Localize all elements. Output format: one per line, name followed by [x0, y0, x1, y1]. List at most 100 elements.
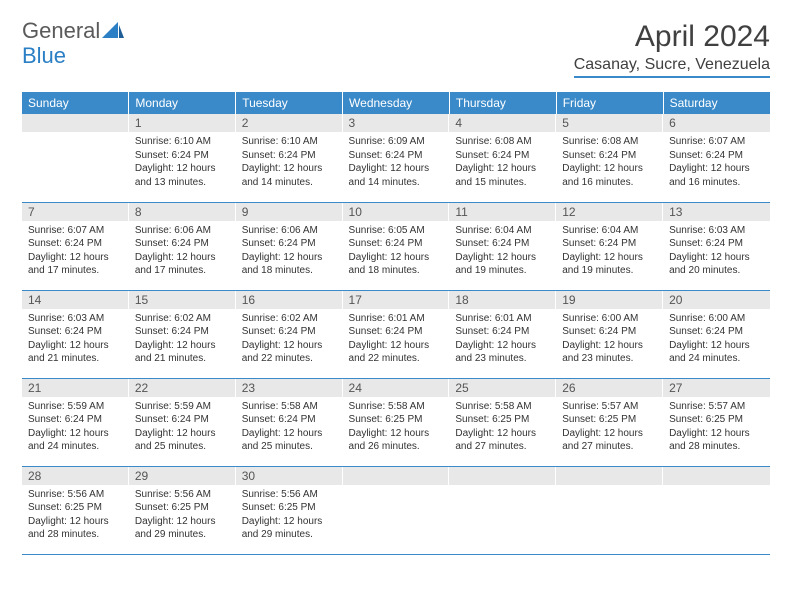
day-number: 17	[343, 291, 450, 309]
calendar-cell: 28Sunrise: 5:56 AMSunset: 6:25 PMDayligh…	[22, 466, 129, 554]
day-details: Sunrise: 5:57 AMSunset: 6:25 PMDaylight:…	[663, 397, 770, 458]
day-number: 23	[236, 379, 343, 397]
day-details: Sunrise: 6:02 AMSunset: 6:24 PMDaylight:…	[129, 309, 236, 370]
day-details: Sunrise: 6:07 AMSunset: 6:24 PMDaylight:…	[663, 132, 770, 193]
calendar-cell: 19Sunrise: 6:00 AMSunset: 6:24 PMDayligh…	[556, 290, 663, 378]
calendar-table: SundayMondayTuesdayWednesdayThursdayFrid…	[22, 92, 770, 555]
title-block: April 2024 Casanay, Sucre, Venezuela	[574, 20, 770, 78]
calendar-cell: 2Sunrise: 6:10 AMSunset: 6:24 PMDaylight…	[236, 114, 343, 202]
calendar-cell	[343, 466, 450, 554]
calendar-cell: 18Sunrise: 6:01 AMSunset: 6:24 PMDayligh…	[449, 290, 556, 378]
day-number: 4	[449, 114, 556, 132]
weekday-header: Sunday	[22, 92, 129, 114]
day-number: 28	[22, 467, 129, 485]
day-number: 18	[449, 291, 556, 309]
day-details: Sunrise: 6:08 AMSunset: 6:24 PMDaylight:…	[449, 132, 556, 193]
month-title: April 2024	[574, 20, 770, 54]
weekday-header: Monday	[129, 92, 236, 114]
weekday-header: Wednesday	[343, 92, 450, 114]
day-number: 6	[663, 114, 770, 132]
calendar-cell: 17Sunrise: 6:01 AMSunset: 6:24 PMDayligh…	[343, 290, 450, 378]
day-details	[663, 485, 770, 492]
day-details: Sunrise: 5:58 AMSunset: 6:25 PMDaylight:…	[449, 397, 556, 458]
day-number: 3	[343, 114, 450, 132]
calendar-cell: 8Sunrise: 6:06 AMSunset: 6:24 PMDaylight…	[129, 202, 236, 290]
day-number: 11	[449, 203, 556, 221]
calendar-cell: 23Sunrise: 5:58 AMSunset: 6:24 PMDayligh…	[236, 378, 343, 466]
weekday-header: Tuesday	[236, 92, 343, 114]
calendar-cell	[556, 466, 663, 554]
day-number: 7	[22, 203, 129, 221]
calendar-cell: 24Sunrise: 5:58 AMSunset: 6:25 PMDayligh…	[343, 378, 450, 466]
calendar-cell	[449, 466, 556, 554]
day-number: 20	[663, 291, 770, 309]
day-number: 5	[556, 114, 663, 132]
day-number	[556, 467, 663, 485]
day-number: 16	[236, 291, 343, 309]
day-number: 24	[343, 379, 450, 397]
calendar-row: 1Sunrise: 6:10 AMSunset: 6:24 PMDaylight…	[22, 114, 770, 202]
day-details: Sunrise: 6:00 AMSunset: 6:24 PMDaylight:…	[663, 309, 770, 370]
day-number: 19	[556, 291, 663, 309]
day-details: Sunrise: 5:59 AMSunset: 6:24 PMDaylight:…	[22, 397, 129, 458]
day-details: Sunrise: 6:10 AMSunset: 6:24 PMDaylight:…	[236, 132, 343, 193]
logo-word1: General	[22, 18, 100, 43]
calendar-cell: 6Sunrise: 6:07 AMSunset: 6:24 PMDaylight…	[663, 114, 770, 202]
day-details: Sunrise: 6:07 AMSunset: 6:24 PMDaylight:…	[22, 221, 129, 282]
day-details	[22, 132, 129, 139]
day-number: 10	[343, 203, 450, 221]
day-details: Sunrise: 6:04 AMSunset: 6:24 PMDaylight:…	[556, 221, 663, 282]
calendar-cell: 5Sunrise: 6:08 AMSunset: 6:24 PMDaylight…	[556, 114, 663, 202]
logo-sail-icon	[102, 22, 124, 45]
day-details: Sunrise: 6:10 AMSunset: 6:24 PMDaylight:…	[129, 132, 236, 193]
day-details: Sunrise: 5:59 AMSunset: 6:24 PMDaylight:…	[129, 397, 236, 458]
day-number: 29	[129, 467, 236, 485]
location: Casanay, Sucre, Venezuela	[574, 56, 770, 78]
weekday-header: Friday	[556, 92, 663, 114]
calendar-cell: 14Sunrise: 6:03 AMSunset: 6:24 PMDayligh…	[22, 290, 129, 378]
calendar-row: 28Sunrise: 5:56 AMSunset: 6:25 PMDayligh…	[22, 466, 770, 554]
calendar-cell: 7Sunrise: 6:07 AMSunset: 6:24 PMDaylight…	[22, 202, 129, 290]
day-details: Sunrise: 6:01 AMSunset: 6:24 PMDaylight:…	[343, 309, 450, 370]
calendar-cell: 13Sunrise: 6:03 AMSunset: 6:24 PMDayligh…	[663, 202, 770, 290]
calendar-cell: 20Sunrise: 6:00 AMSunset: 6:24 PMDayligh…	[663, 290, 770, 378]
day-number	[449, 467, 556, 485]
day-number: 8	[129, 203, 236, 221]
calendar-row: 21Sunrise: 5:59 AMSunset: 6:24 PMDayligh…	[22, 378, 770, 466]
day-number: 14	[22, 291, 129, 309]
calendar-cell	[22, 114, 129, 202]
calendar-cell: 11Sunrise: 6:04 AMSunset: 6:24 PMDayligh…	[449, 202, 556, 290]
calendar-row: 7Sunrise: 6:07 AMSunset: 6:24 PMDaylight…	[22, 202, 770, 290]
day-number: 22	[129, 379, 236, 397]
day-details: Sunrise: 5:56 AMSunset: 6:25 PMDaylight:…	[129, 485, 236, 546]
calendar-body: 1Sunrise: 6:10 AMSunset: 6:24 PMDaylight…	[22, 114, 770, 554]
day-details	[556, 485, 663, 492]
day-details: Sunrise: 6:04 AMSunset: 6:24 PMDaylight:…	[449, 221, 556, 282]
calendar-cell: 30Sunrise: 5:56 AMSunset: 6:25 PMDayligh…	[236, 466, 343, 554]
day-details: Sunrise: 6:03 AMSunset: 6:24 PMDaylight:…	[22, 309, 129, 370]
calendar-cell: 9Sunrise: 6:06 AMSunset: 6:24 PMDaylight…	[236, 202, 343, 290]
day-details	[343, 485, 450, 492]
calendar-cell: 16Sunrise: 6:02 AMSunset: 6:24 PMDayligh…	[236, 290, 343, 378]
calendar-cell: 15Sunrise: 6:02 AMSunset: 6:24 PMDayligh…	[129, 290, 236, 378]
weekday-header-row: SundayMondayTuesdayWednesdayThursdayFrid…	[22, 92, 770, 114]
day-number: 25	[449, 379, 556, 397]
calendar-row: 14Sunrise: 6:03 AMSunset: 6:24 PMDayligh…	[22, 290, 770, 378]
day-details: Sunrise: 6:08 AMSunset: 6:24 PMDaylight:…	[556, 132, 663, 193]
calendar-cell: 22Sunrise: 5:59 AMSunset: 6:24 PMDayligh…	[129, 378, 236, 466]
calendar-cell: 3Sunrise: 6:09 AMSunset: 6:24 PMDaylight…	[343, 114, 450, 202]
day-number	[22, 114, 129, 132]
calendar-cell: 21Sunrise: 5:59 AMSunset: 6:24 PMDayligh…	[22, 378, 129, 466]
day-details: Sunrise: 5:58 AMSunset: 6:25 PMDaylight:…	[343, 397, 450, 458]
header: General Blue April 2024 Casanay, Sucre, …	[22, 20, 770, 78]
day-number: 21	[22, 379, 129, 397]
day-details: Sunrise: 6:06 AMSunset: 6:24 PMDaylight:…	[236, 221, 343, 282]
day-number: 26	[556, 379, 663, 397]
calendar-cell: 4Sunrise: 6:08 AMSunset: 6:24 PMDaylight…	[449, 114, 556, 202]
calendar-cell: 27Sunrise: 5:57 AMSunset: 6:25 PMDayligh…	[663, 378, 770, 466]
weekday-header: Saturday	[663, 92, 770, 114]
weekday-header: Thursday	[449, 92, 556, 114]
day-details: Sunrise: 6:00 AMSunset: 6:24 PMDaylight:…	[556, 309, 663, 370]
day-details: Sunrise: 5:57 AMSunset: 6:25 PMDaylight:…	[556, 397, 663, 458]
day-number	[343, 467, 450, 485]
